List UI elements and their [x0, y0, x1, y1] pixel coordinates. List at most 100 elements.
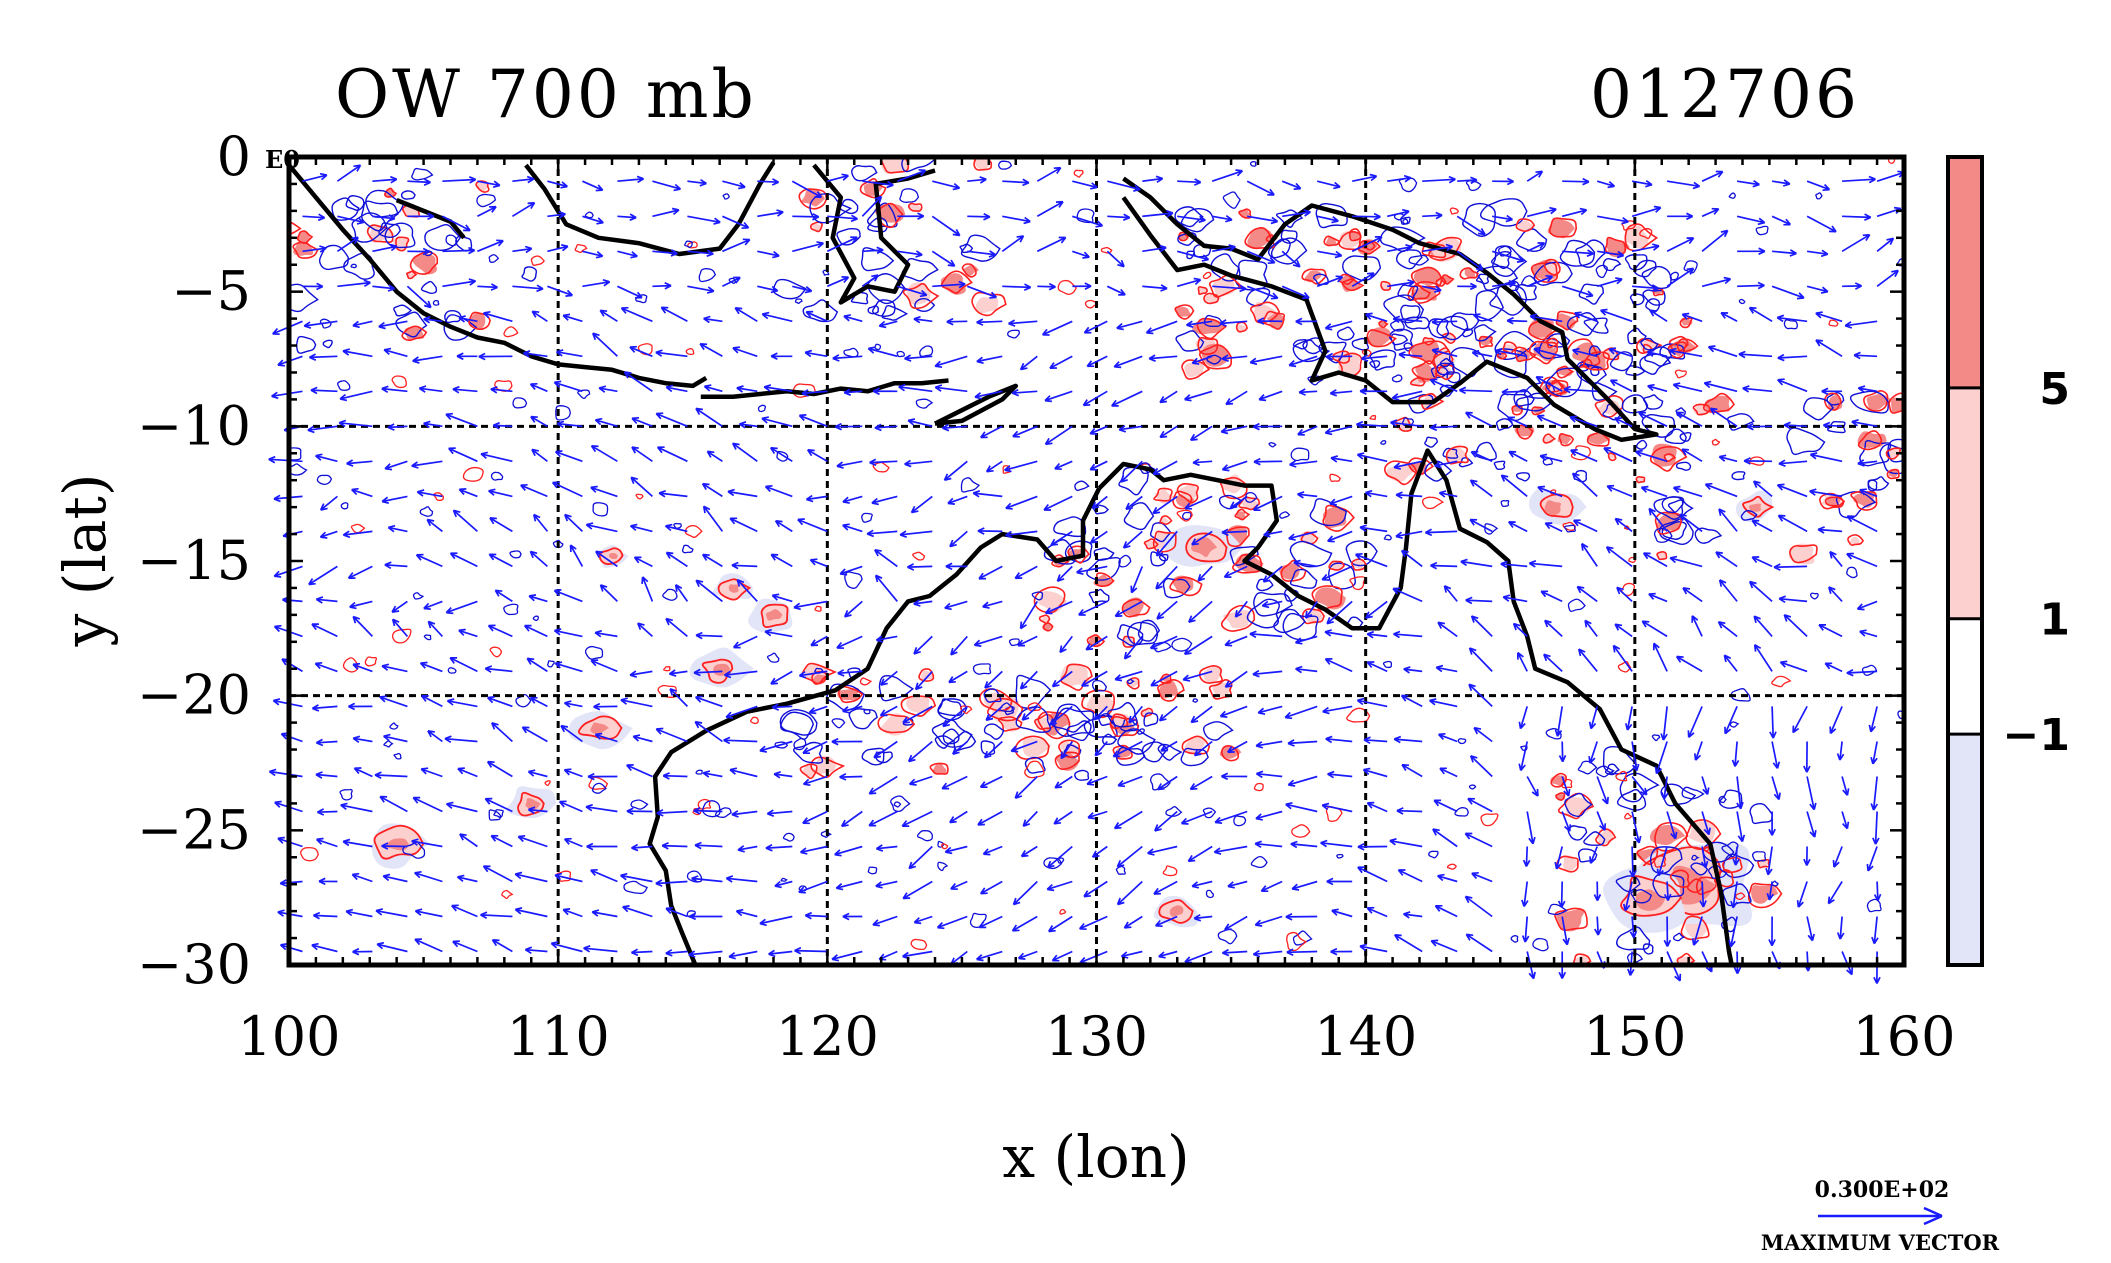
- wind-vector: [1017, 950, 1038, 960]
- negative-contour: [1397, 284, 1419, 302]
- x-tick-label: 120: [776, 1005, 879, 1068]
- positive-contour: [1042, 622, 1054, 632]
- wind-vector: [1507, 416, 1528, 428]
- wind-vector: [872, 387, 898, 396]
- wind-vector: [1736, 811, 1746, 843]
- wind-vector: [985, 460, 1003, 473]
- negative-contour: [1495, 418, 1514, 431]
- wind-vector: [1252, 495, 1283, 512]
- wind-vector: [590, 444, 618, 463]
- negative-contour: [1468, 784, 1477, 790]
- wind-vector: [315, 837, 338, 848]
- wind-vector: [598, 385, 618, 393]
- wind-vector: [423, 420, 443, 429]
- negative-contour: [1722, 883, 1752, 907]
- wind-vector: [512, 175, 535, 184]
- wind-vector: [656, 809, 688, 817]
- wind-vector: [1574, 311, 1598, 323]
- wind-vector: [1518, 706, 1529, 730]
- wind-vector: [1435, 664, 1458, 673]
- wind-vector: [1842, 282, 1862, 290]
- wind-vector: [910, 495, 933, 514]
- wind-vector: [1316, 180, 1341, 190]
- wind-vector: [1247, 215, 1279, 225]
- wind-vector: [1540, 590, 1563, 603]
- negative-contour: [1008, 638, 1020, 647]
- wind-vector: [556, 420, 583, 429]
- wind-vector: [1718, 579, 1738, 602]
- wind-vector: [1021, 705, 1038, 721]
- negative-contour: [934, 735, 955, 749]
- positive-contour: [941, 843, 949, 850]
- negative-contour: [1494, 330, 1537, 361]
- wind-vector: [1221, 772, 1248, 781]
- wind-vector: [582, 278, 611, 288]
- wind-vector: [875, 880, 898, 889]
- wind-vector: [1145, 320, 1178, 335]
- wind-vector: [1355, 420, 1388, 429]
- negative-contour: [1642, 289, 1666, 306]
- negative-contour: [953, 730, 977, 751]
- negative-contour: [673, 522, 682, 529]
- wind-vector: [793, 600, 828, 611]
- positive-fill-blob: [476, 181, 489, 192]
- positive-contour: [859, 177, 887, 199]
- wind-vector: [1281, 250, 1301, 268]
- wind-vector: [1771, 741, 1781, 769]
- wind-vector: [979, 775, 1003, 789]
- wind-vector: [1701, 207, 1720, 218]
- positive-contour: [1057, 279, 1077, 295]
- wind-vector: [757, 285, 779, 294]
- wind-vector: [1327, 770, 1353, 779]
- negative-contour: [1408, 254, 1430, 266]
- wind-vector: [1211, 169, 1243, 183]
- wind-vector: [1465, 933, 1493, 953]
- wind-vector: [842, 495, 863, 504]
- wind-vector: [562, 313, 583, 323]
- wind-vector: [1817, 526, 1843, 534]
- negative-contour: [1165, 806, 1183, 817]
- positive-fill-blob: [1749, 503, 1761, 512]
- wind-vector: [826, 276, 850, 288]
- negative-contour: [318, 244, 349, 271]
- wind-vector: [446, 698, 478, 708]
- wind-vector: [1778, 595, 1808, 604]
- wind-vector: [943, 460, 968, 482]
- wind-vector: [1631, 205, 1662, 218]
- wind-vector: [967, 250, 996, 258]
- wind-vector: [703, 384, 723, 393]
- wind-vector: [1257, 705, 1283, 716]
- wind-vector: [861, 274, 879, 287]
- wind-vector: [599, 309, 618, 323]
- wind-vector: [1718, 454, 1738, 463]
- wind-vector: [452, 940, 478, 953]
- wind-vector: [1562, 249, 1595, 257]
- positive-fill-blob: [1247, 228, 1273, 249]
- negative-contour: [937, 861, 949, 872]
- negative-contour: [339, 788, 353, 801]
- wind-vector: [1087, 810, 1108, 820]
- negative-contour: [893, 801, 902, 808]
- wind-vector: [977, 527, 1003, 535]
- vector-legend-caption: MAXIMUM VECTOR: [1761, 1230, 2000, 1255]
- negative-contour: [1513, 389, 1535, 408]
- wind-vector: [488, 553, 513, 568]
- wind-vector: [1873, 881, 1882, 902]
- wind-vector: [1403, 911, 1423, 919]
- wind-vector: [1106, 285, 1126, 296]
- wind-vector: [626, 807, 653, 816]
- wind-vector: [869, 458, 898, 467]
- wind-vector: [528, 594, 548, 603]
- wind-vector: [1366, 801, 1388, 813]
- positive-contour: [1038, 614, 1051, 625]
- negative-contour: [1616, 926, 1651, 951]
- wind-vector: [1219, 705, 1248, 718]
- wind-vector: [1667, 212, 1694, 221]
- wind-vector: [547, 180, 568, 189]
- wind-vector: [372, 284, 396, 292]
- negative-contour: [1567, 598, 1586, 612]
- wind-vector: [1500, 474, 1528, 498]
- wind-vector: [862, 246, 884, 255]
- wind-vector: [1255, 770, 1283, 779]
- wind-vector: [1037, 282, 1056, 291]
